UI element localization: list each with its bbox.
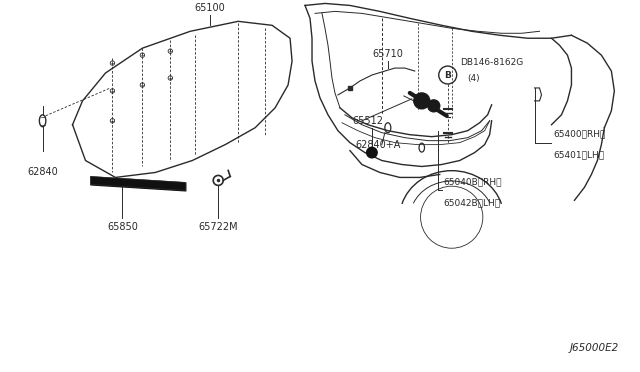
Text: 65400〈RH〉: 65400〈RH〉 xyxy=(554,130,606,139)
Text: 65040B〈RH〉: 65040B〈RH〉 xyxy=(444,177,502,186)
Text: (4): (4) xyxy=(468,74,480,83)
Text: 65401〈LH〉: 65401〈LH〉 xyxy=(554,151,605,160)
Text: DB146-8162G: DB146-8162G xyxy=(460,58,523,67)
Text: 62840+A: 62840+A xyxy=(355,140,400,150)
Text: J65000E2: J65000E2 xyxy=(570,343,620,353)
Text: 65722M: 65722M xyxy=(198,222,238,232)
Text: 65042B〈LH〉: 65042B〈LH〉 xyxy=(444,198,501,207)
Text: 62840: 62840 xyxy=(28,167,58,177)
Circle shape xyxy=(428,100,440,112)
Circle shape xyxy=(414,93,430,109)
Text: B: B xyxy=(444,71,451,80)
Text: 65850: 65850 xyxy=(107,222,138,232)
Text: 65100: 65100 xyxy=(195,3,226,13)
Circle shape xyxy=(366,147,378,158)
Text: 65512: 65512 xyxy=(352,116,383,126)
Text: 65710: 65710 xyxy=(372,49,403,59)
